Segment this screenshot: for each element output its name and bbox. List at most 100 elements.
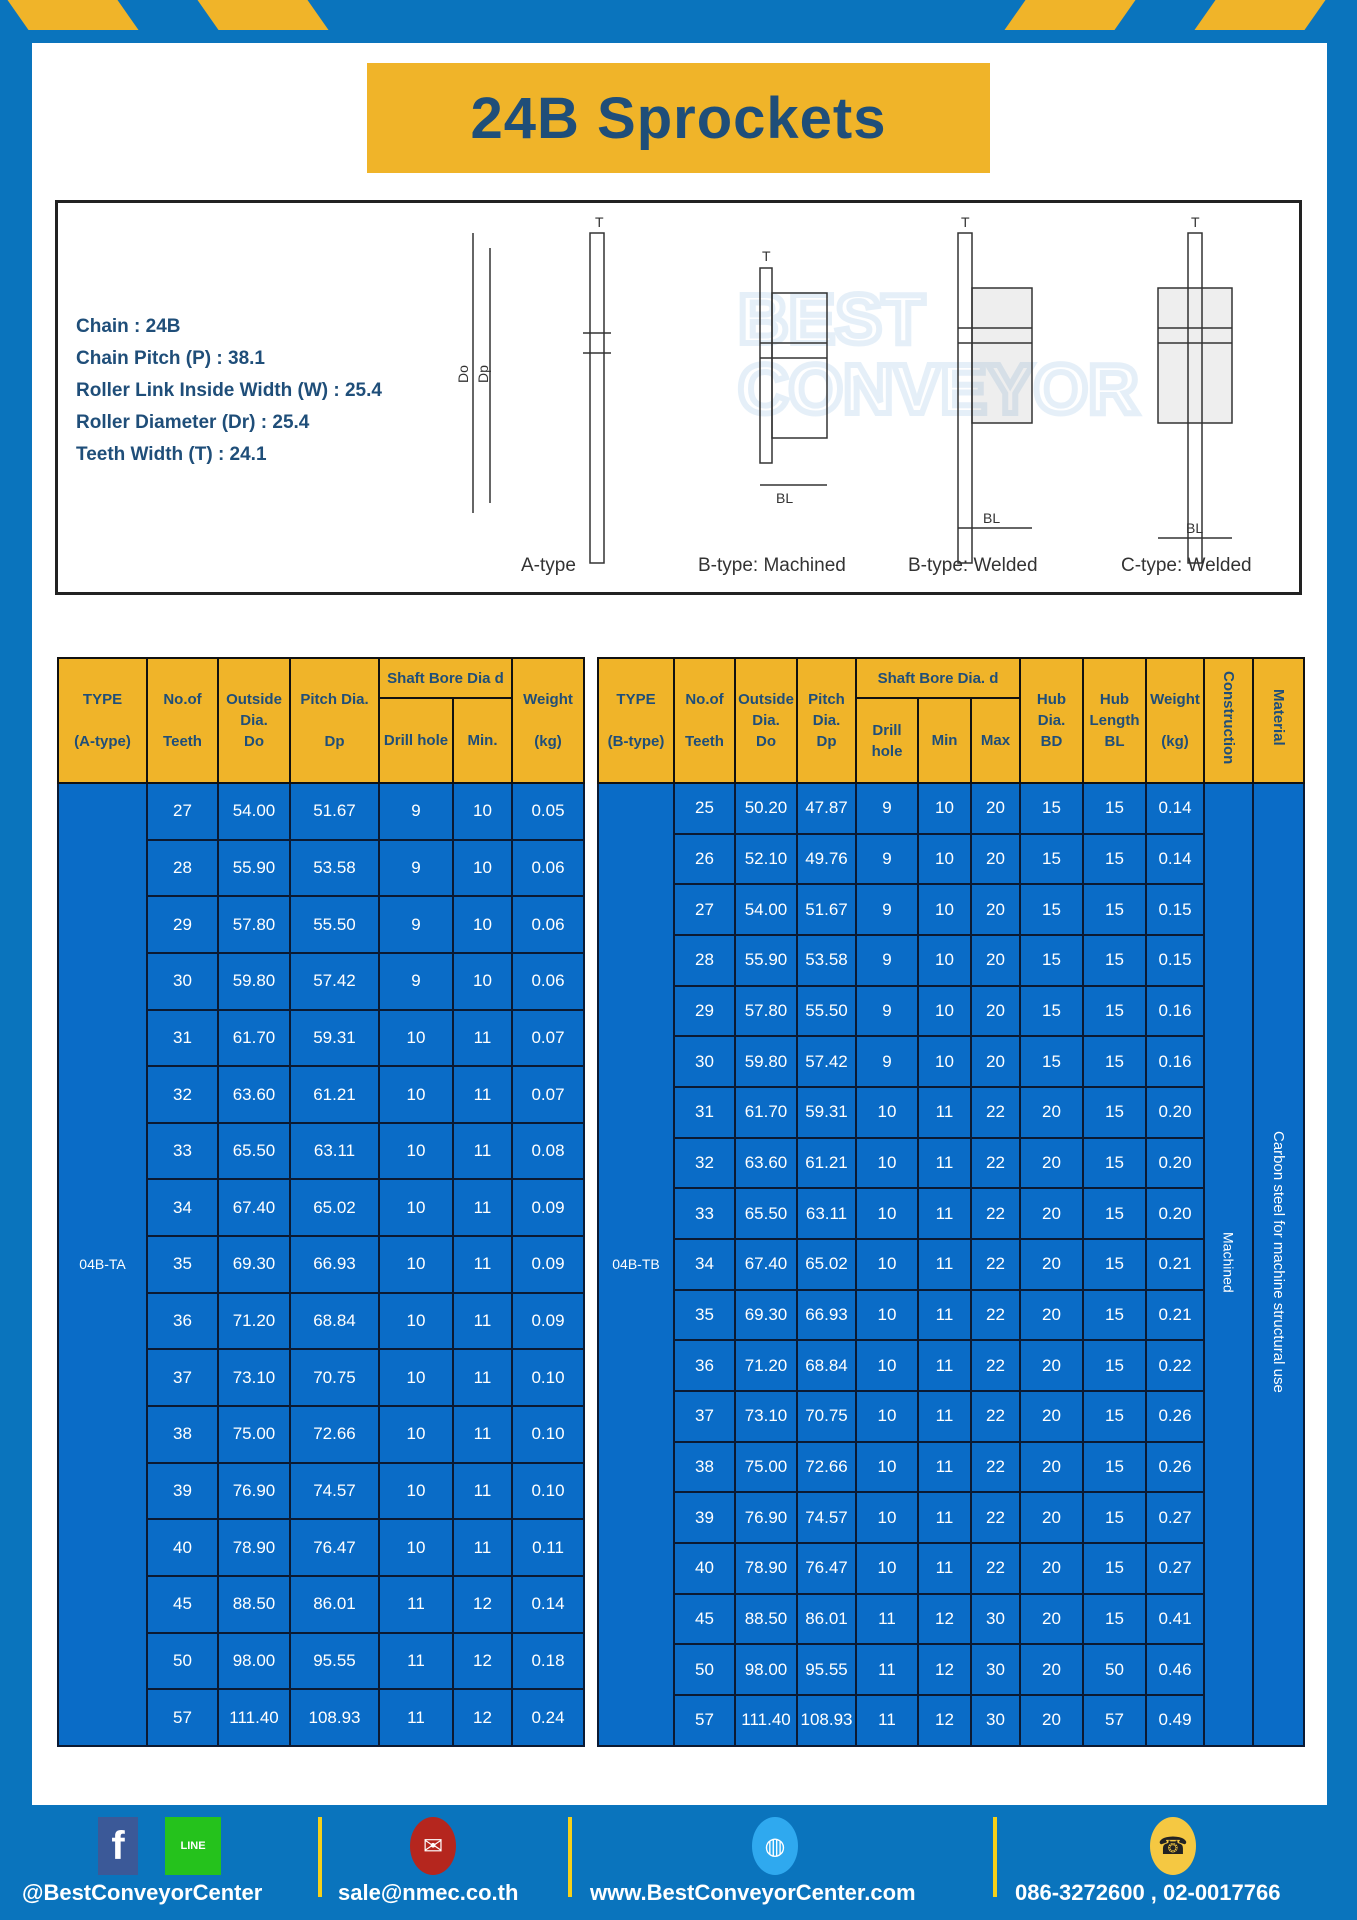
cell-weight: 0.11 — [511, 1518, 585, 1577]
cell-weight: 0.09 — [511, 1178, 585, 1238]
cell-drill-hole: 9 — [855, 1035, 919, 1089]
cell-min-bore: 11 — [917, 1491, 972, 1545]
table-row: 57 111.40 108.93 11 12 30 20 57 0.49 — [598, 1694, 1304, 1747]
cell-outside-dia: 111.40 — [734, 1694, 798, 1747]
cell-min-bore: 10 — [917, 883, 972, 937]
cell-pitch-dia: 74.57 — [796, 1491, 857, 1545]
col-shaft-bore: Shaft Bore Dia. d — [854, 657, 1022, 699]
cell-teeth: 45 — [146, 1574, 219, 1634]
cell-max-bore: 22 — [969, 1136, 1022, 1190]
cell-pitch-dia: 66.93 — [796, 1288, 857, 1342]
cell-pitch-dia: 63.11 — [289, 1121, 380, 1181]
cell-min-bore: 11 — [452, 1518, 513, 1577]
cell-hub-length: 15 — [1082, 883, 1148, 937]
facebook-icon[interactable]: f — [98, 1817, 138, 1875]
line-icon[interactable]: LINE — [165, 1817, 221, 1875]
b-machined-drawing: T BL — [759, 248, 828, 506]
label-b-machined: B-type: Machined — [698, 555, 846, 576]
cell-drill-hole: 10 — [378, 1235, 454, 1294]
cell-drill-hole: 9 — [855, 782, 919, 835]
cell-hub-dia: 15 — [1019, 984, 1085, 1038]
cell-min-bore: 12 — [917, 1643, 972, 1697]
cell-max-bore: 30 — [969, 1694, 1022, 1747]
cell-drill-hole: 10 — [855, 1187, 919, 1241]
cell-pitch-dia: 53.58 — [796, 934, 857, 987]
table-row: 50 98.00 95.55 11 12 30 20 50 0.46 — [598, 1643, 1304, 1697]
phone-numbers[interactable]: 086-3272600 , 02-0017766 — [1015, 1880, 1281, 1905]
cell-outside-dia: 88.50 — [734, 1592, 798, 1646]
cell-weight: 0.08 — [511, 1121, 585, 1181]
cell-outside-dia: 76.90 — [217, 1461, 291, 1521]
cell-outside-dia: 55.90 — [217, 838, 291, 898]
phone-icon: ☎ — [1150, 1817, 1196, 1875]
cell-pitch-dia: 61.21 — [796, 1136, 857, 1190]
cell-hub-dia: 20 — [1019, 1440, 1085, 1494]
cell-drill-hole: 11 — [855, 1643, 919, 1697]
table-row: 28 55.90 53.58 9 10 20 15 15 0.15 — [598, 934, 1304, 987]
cell-weight: 0.06 — [511, 951, 585, 1011]
cell-hub-length: 15 — [1082, 1440, 1148, 1494]
cell-teeth: 39 — [673, 1491, 736, 1545]
cell-outside-dia: 78.90 — [734, 1542, 798, 1595]
cell-drill-hole: 10 — [378, 1178, 454, 1238]
type-cell: 04B-TA — [57, 782, 148, 1747]
cell-drill-hole: 10 — [855, 1086, 919, 1139]
cell-teeth: 38 — [146, 1405, 219, 1464]
cell-min-bore: 11 — [452, 1461, 513, 1521]
cell-teeth: 40 — [673, 1542, 736, 1595]
cell-weight: 0.14 — [511, 1574, 585, 1634]
sprocket-diagram: Chain : 24B Chain Pitch (P) : 38.1 Rolle… — [55, 200, 1302, 595]
cell-teeth: 35 — [673, 1288, 736, 1342]
cell-outside-dia: 63.60 — [217, 1065, 291, 1124]
cell-hub-dia: 20 — [1019, 1339, 1085, 1393]
table-row: 29 57.80 55.50 9 10 0.06 — [58, 895, 585, 954]
cell-pitch-dia: 86.01 — [289, 1574, 380, 1634]
a-type-drawing: T Do Dp — [455, 214, 611, 564]
c-welded-drawing: T BL — [1157, 214, 1233, 564]
cell-max-bore: 22 — [969, 1288, 1022, 1342]
cell-drill-hole: 10 — [378, 1291, 454, 1351]
cell-weight: 0.26 — [1145, 1440, 1206, 1494]
cell-outside-dia: 61.70 — [734, 1086, 798, 1139]
cell-pitch-dia: 59.31 — [289, 1008, 380, 1068]
table-row: 38 75.00 72.66 10 11 22 20 15 0.26 — [598, 1440, 1304, 1494]
cell-max-bore: 20 — [969, 934, 1022, 987]
cell-pitch-dia: 61.21 — [289, 1065, 380, 1124]
cell-hub-length: 15 — [1082, 1592, 1148, 1646]
cell-outside-dia: 75.00 — [734, 1440, 798, 1494]
website-link[interactable]: www.BestConveyorCenter.com — [590, 1880, 916, 1905]
cell-drill-hole: 9 — [855, 984, 919, 1038]
table-row: 37 73.10 70.75 10 11 22 20 15 0.26 — [598, 1390, 1304, 1443]
col-min: Min. — [452, 697, 513, 784]
cell-min-bore: 11 — [452, 1291, 513, 1351]
cell-weight: 0.18 — [511, 1631, 585, 1691]
cell-teeth: 34 — [146, 1178, 219, 1238]
cell-drill-hole: 9 — [378, 895, 454, 954]
cell-drill-hole: 11 — [378, 1631, 454, 1691]
col-drill-hole: Drill hole — [855, 697, 919, 784]
cell-weight: 0.10 — [511, 1405, 585, 1464]
social-handle[interactable]: @BestConveyorCenter — [22, 1880, 263, 1905]
cell-hub-length: 15 — [1082, 1542, 1148, 1595]
cell-outside-dia: 54.00 — [217, 782, 291, 841]
cell-weight: 0.24 — [511, 1688, 585, 1747]
table-row: 31 61.70 59.31 10 11 0.07 — [58, 1008, 585, 1068]
cell-weight: 0.05 — [511, 782, 585, 841]
cell-drill-hole: 10 — [855, 1542, 919, 1595]
table-row: 04B-TB 25 50.20 47.87 9 10 20 15 15 0.14 Machined C… — [597, 782, 1306, 1747]
cell-max-bore: 20 — [969, 984, 1022, 1038]
cell-weight: 0.20 — [1145, 1086, 1206, 1139]
cell-hub-length: 15 — [1082, 1086, 1148, 1139]
table-row: 45 88.50 86.01 11 12 30 20 15 0.41 — [598, 1592, 1304, 1646]
cell-outside-dia: 57.80 — [217, 895, 291, 954]
col-outside-dia: Outside Dia. Do — [734, 657, 798, 784]
cell-drill-hole: 10 — [855, 1238, 919, 1291]
cell-hub-length: 15 — [1082, 1390, 1148, 1443]
cell-weight: 0.20 — [1145, 1187, 1206, 1241]
cell-min-bore: 10 — [917, 832, 972, 886]
email-link[interactable]: sale@nmec.co.th — [338, 1880, 519, 1905]
cell-max-bore: 20 — [969, 1035, 1022, 1089]
table-row: 39 76.90 74.57 10 11 0.10 — [58, 1461, 585, 1521]
cell-min-bore: 12 — [452, 1574, 513, 1634]
